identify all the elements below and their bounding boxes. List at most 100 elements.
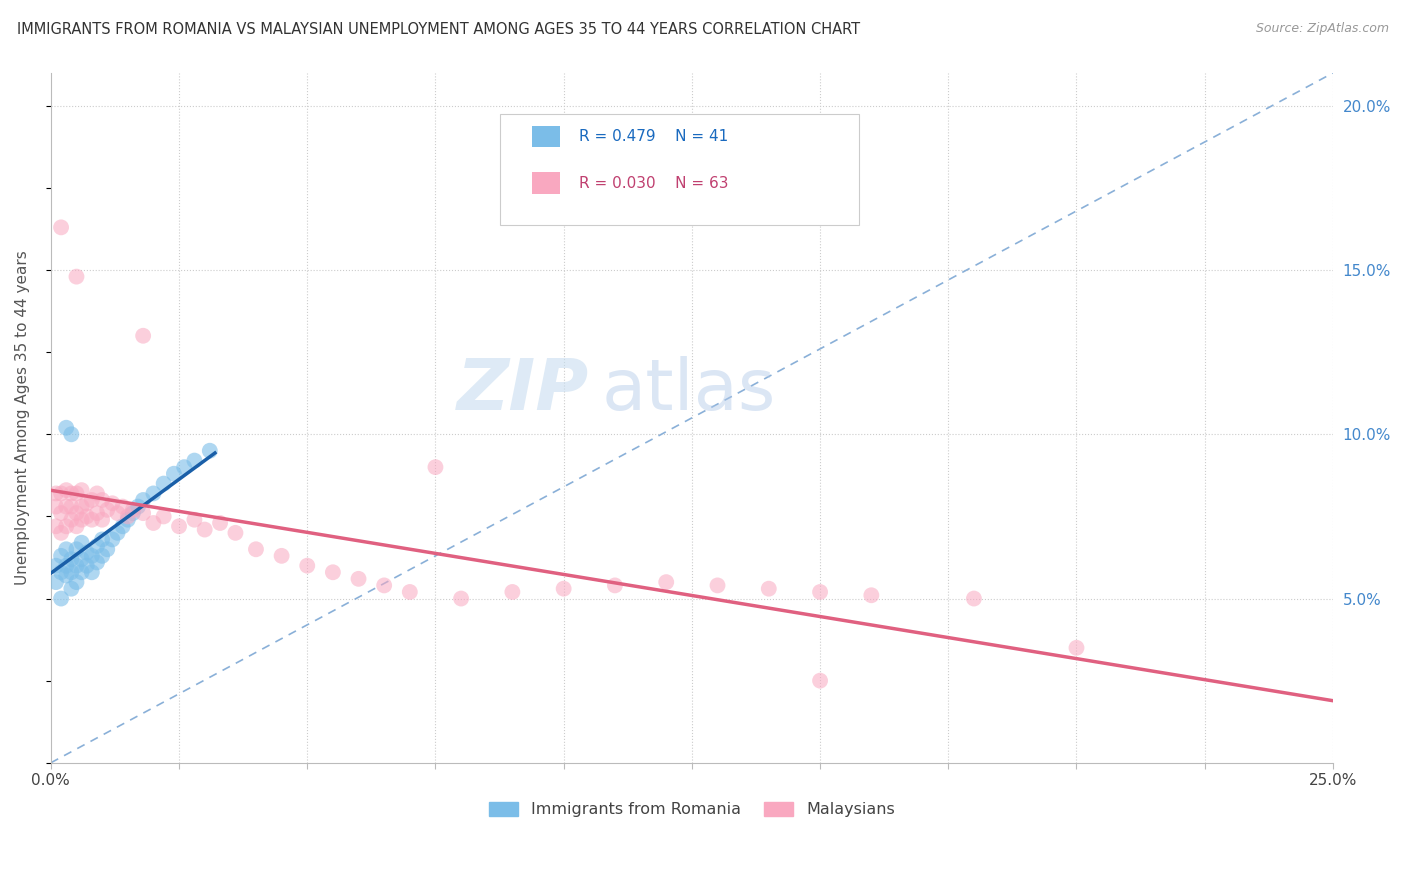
Point (70, 535, 93, 549)
Point (111, 519, 134, 533)
Point (347, 572, 370, 586)
Text: R = 0.479    N = 41: R = 0.479 N = 41 (579, 129, 728, 145)
Point (65, 542, 87, 557)
Point (65, 269, 87, 284)
Point (45, 500, 67, 514)
Point (132, 493, 155, 508)
Point (450, 591, 472, 606)
Point (65, 558, 87, 573)
Point (101, 496, 124, 510)
Point (55, 542, 77, 557)
Point (183, 453, 205, 467)
Point (45, 486, 67, 500)
Point (963, 591, 986, 606)
Point (80, 513, 103, 527)
Text: atlas: atlas (602, 356, 776, 425)
Point (270, 549, 292, 563)
Point (96, 503, 118, 517)
Point (107, 525, 129, 540)
Point (86, 506, 108, 520)
Point (55, 519, 77, 533)
Point (55, 558, 77, 573)
Point (224, 525, 246, 540)
Point (142, 516, 165, 530)
Point (60, 582, 83, 596)
Point (49, 566, 72, 580)
Point (91, 513, 114, 527)
Point (758, 582, 780, 596)
Point (152, 509, 174, 524)
Point (706, 578, 728, 592)
Point (152, 476, 174, 491)
Point (860, 588, 883, 602)
Point (127, 500, 149, 514)
Point (373, 578, 395, 592)
Point (70, 552, 93, 566)
Point (55, 483, 77, 497)
Point (398, 585, 420, 599)
Point (142, 486, 165, 500)
Point (76, 509, 98, 524)
Point (60, 486, 83, 500)
Point (107, 506, 129, 520)
Point (167, 519, 190, 533)
Text: IMMIGRANTS FROM ROMANIA VS MALAYSIAN UNEMPLOYMENT AMONG AGES 35 TO 44 YEARS CORR: IMMIGRANTS FROM ROMANIA VS MALAYSIAN UNE… (17, 22, 860, 37)
Point (55, 500, 77, 514)
Legend: Immigrants from Romania, Malaysians: Immigrants from Romania, Malaysians (482, 796, 901, 824)
Point (122, 506, 145, 520)
Point (198, 443, 221, 458)
Point (86, 486, 108, 500)
Point (70, 513, 93, 527)
Point (553, 582, 575, 596)
Point (45, 558, 67, 573)
Point (49, 591, 72, 606)
Point (60, 513, 83, 527)
Bar (531, 172, 560, 194)
Point (117, 513, 139, 527)
Point (76, 545, 98, 559)
Point (91, 533, 114, 547)
Point (132, 506, 155, 520)
Point (65, 519, 87, 533)
Point (122, 503, 145, 517)
Point (209, 516, 232, 530)
Point (70, 483, 93, 497)
Point (96, 542, 118, 557)
Point (173, 460, 195, 475)
Point (245, 542, 267, 557)
Point (91, 493, 114, 508)
Point (70, 566, 93, 580)
FancyBboxPatch shape (499, 114, 859, 225)
Point (65, 506, 87, 520)
Point (49, 506, 72, 520)
Point (1066, 640, 1088, 655)
Point (163, 467, 186, 481)
Point (65, 575, 87, 590)
Point (49, 525, 72, 540)
Y-axis label: Unemployment Among Ages 35 to 44 years: Unemployment Among Ages 35 to 44 years (15, 251, 30, 585)
Point (91, 549, 114, 563)
Point (111, 500, 134, 514)
Point (55, 568, 77, 582)
Point (49, 549, 72, 563)
Bar (531, 127, 560, 147)
Point (65, 486, 87, 500)
Point (183, 513, 205, 527)
Point (60, 500, 83, 514)
Point (322, 566, 344, 580)
Text: R = 0.030    N = 63: R = 0.030 N = 63 (579, 176, 728, 191)
Point (80, 549, 103, 563)
Point (117, 509, 139, 524)
Point (808, 673, 831, 688)
Point (70, 500, 93, 514)
Point (86, 539, 108, 553)
Point (603, 578, 626, 592)
Point (425, 460, 447, 475)
Point (655, 575, 678, 590)
Point (49, 220, 72, 235)
Point (101, 533, 124, 547)
Point (49, 486, 72, 500)
Text: Source: ZipAtlas.com: Source: ZipAtlas.com (1256, 22, 1389, 36)
Point (60, 427, 83, 442)
Point (60, 552, 83, 566)
